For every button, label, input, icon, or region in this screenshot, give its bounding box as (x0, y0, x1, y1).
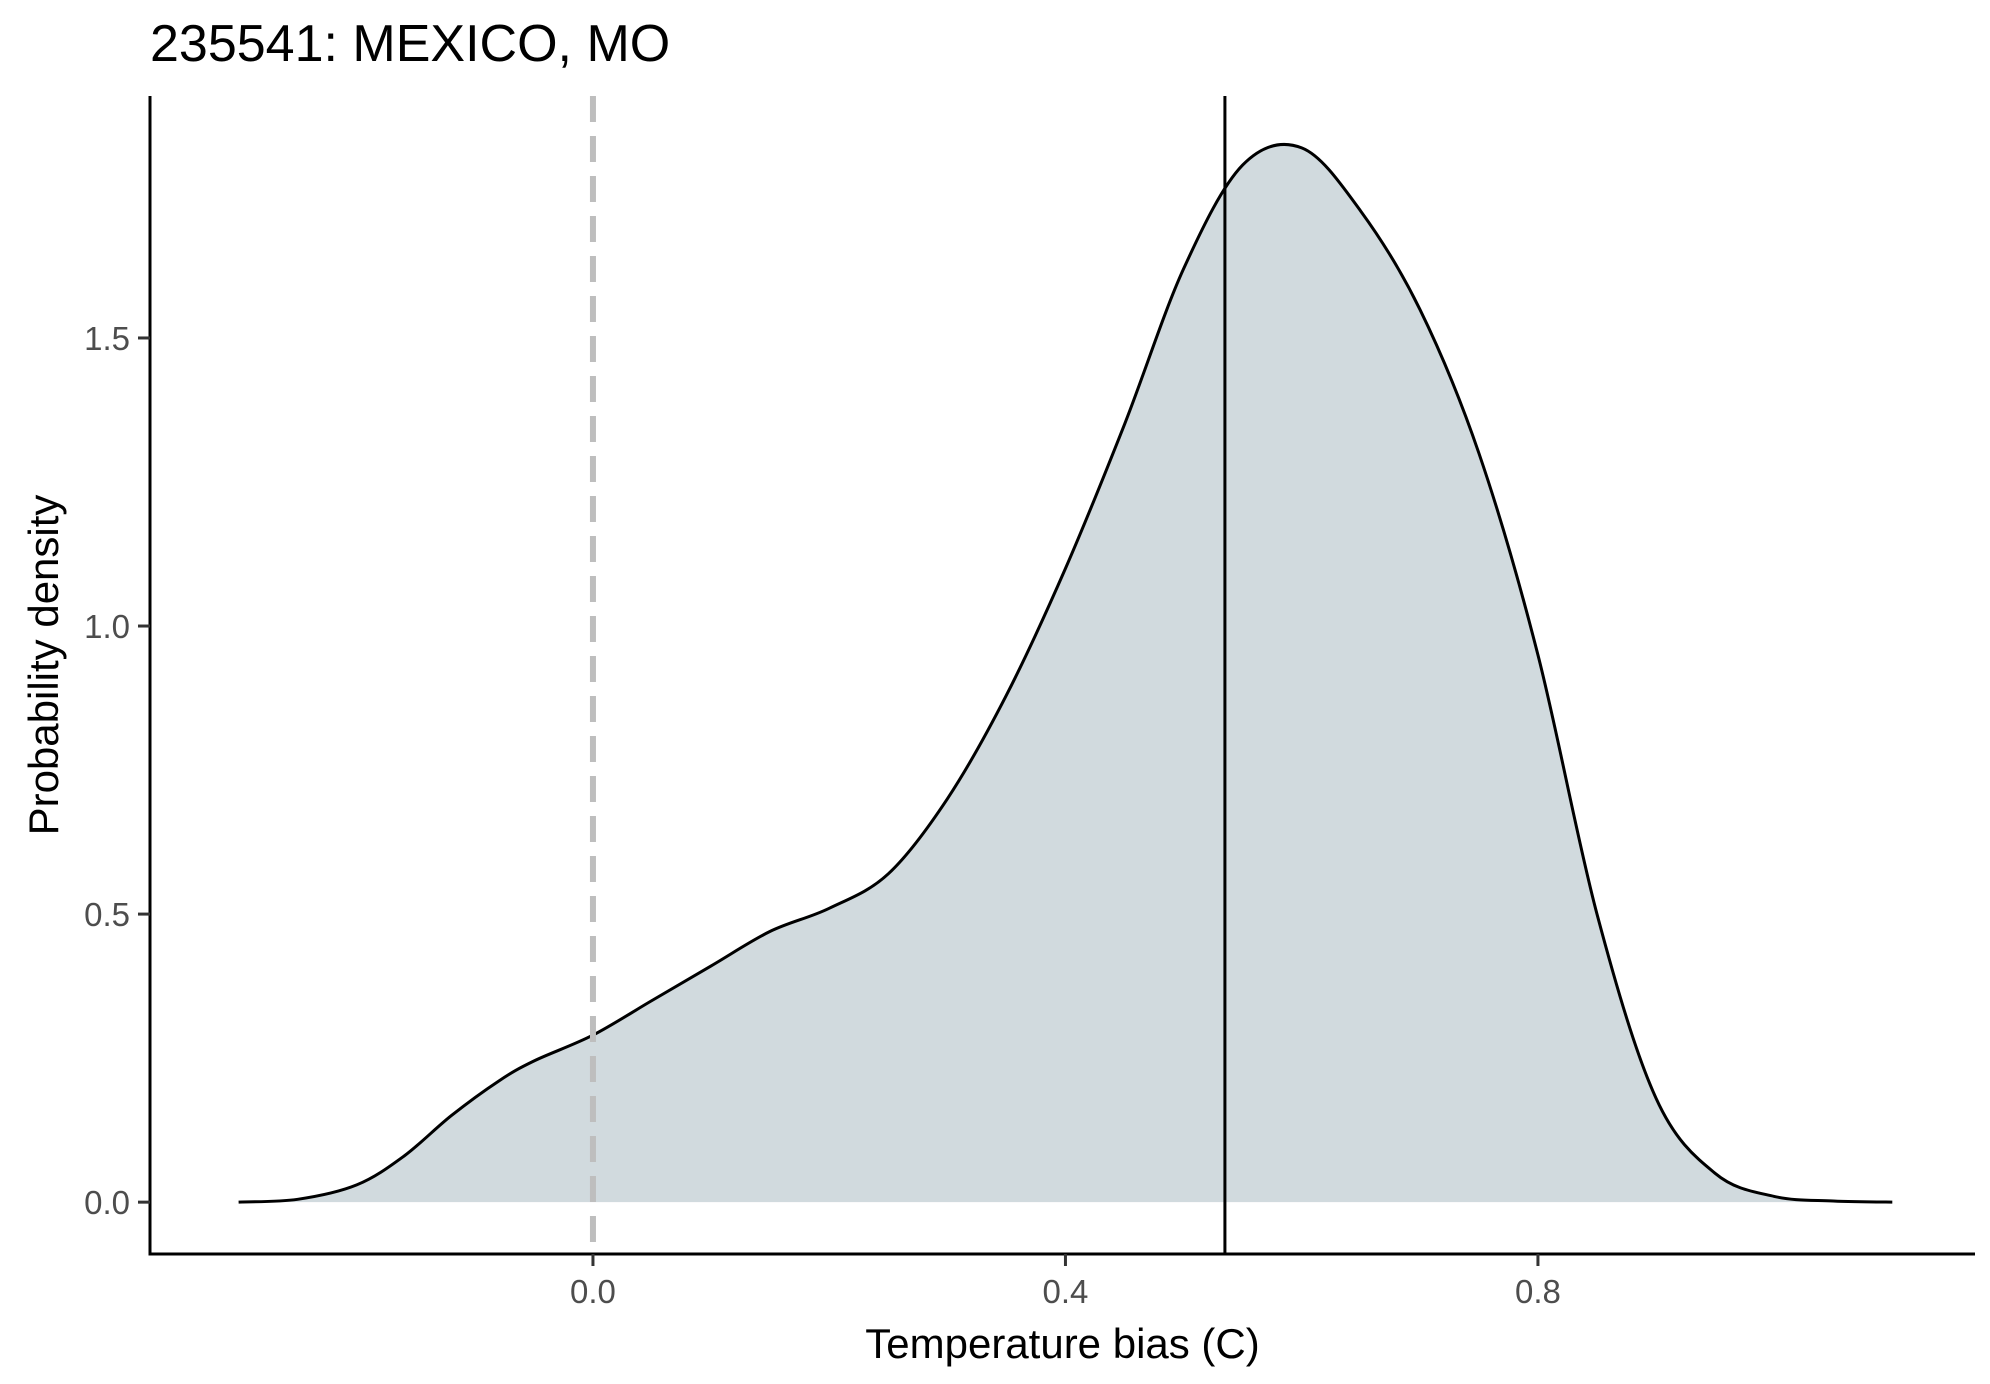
chart-title: 235541: MEXICO, MO (150, 15, 671, 73)
x-tick-label: 0.8 (1515, 1273, 1561, 1310)
x-tick-label: 0.4 (1043, 1273, 1089, 1310)
y-tick-label: 0.5 (84, 896, 130, 933)
y-tick-label: 1.0 (84, 608, 130, 645)
plot-marks (238, 96, 1893, 1254)
density-curve (238, 142, 1893, 1204)
x-axis-title: Temperature bias (C) (865, 1320, 1259, 1367)
density-area (238, 144, 1893, 1203)
y-tick-label: 0.0 (84, 1184, 130, 1221)
y-axis-title: Probability density (20, 495, 67, 836)
axes: 0.0 0.4 0.8 0.0 0.5 1.0 1.5 (84, 96, 1975, 1310)
x-tick-label: 0.0 (570, 1273, 616, 1310)
y-tick-label: 1.5 (84, 320, 130, 357)
